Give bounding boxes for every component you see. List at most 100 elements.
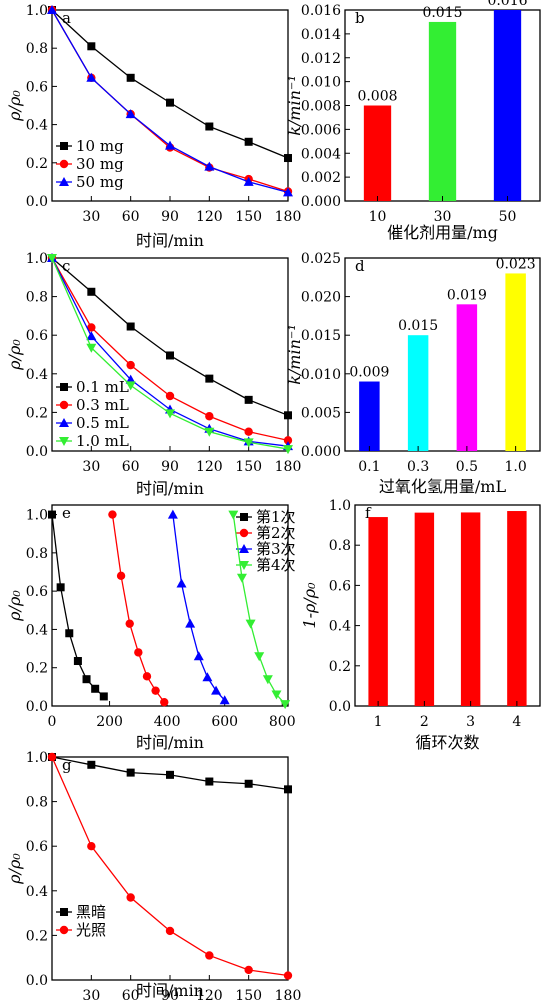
- data-point: [176, 578, 187, 588]
- data-point: [205, 374, 214, 383]
- x-tick-label: 2: [420, 714, 429, 730]
- data-point: [211, 685, 222, 695]
- x-tick-label: 120: [196, 459, 223, 475]
- bar-3: [460, 512, 481, 706]
- data-point: [283, 436, 293, 445]
- data-point: [205, 122, 214, 131]
- y-tick-label: 0.8: [26, 546, 48, 562]
- y-tick-label: 0.2: [26, 405, 48, 421]
- data-point: [245, 619, 256, 629]
- legend-label: 第3次: [256, 540, 296, 558]
- legend-label: 第2次: [256, 524, 296, 542]
- panel-c: 0.0 0.2 0.4 0.6 0.8 1.0 c ρ/ρ₀ 时间/min 30 60 90 120 15…: [5, 251, 301, 498]
- bar-value-label: 0.008: [357, 89, 397, 105]
- x-tick-label: 30: [82, 988, 100, 1000]
- data-point: [166, 351, 174, 360]
- y-axis-label: ρ/ρ₀: [5, 853, 24, 885]
- legend-label: 30 mg: [76, 155, 124, 173]
- x-tick-label: 90: [161, 459, 179, 475]
- legend-marker: [59, 177, 69, 186]
- panel-a: 0.0 0.2 0.4 0.6 0.8 1.0 a ρ/ρ₀ 时间/min 30 60 90 120 15…: [5, 3, 301, 250]
- y-tick-label: 0.4: [26, 622, 48, 638]
- bar-value-label: 0.019: [447, 287, 487, 303]
- legend-label: 50 mg: [76, 173, 124, 191]
- legend-label: 第1次: [256, 508, 296, 526]
- legend-marker: [59, 925, 69, 935]
- x-axis-label: 时间/min: [136, 981, 204, 1000]
- y-tick-label: 0.4: [329, 619, 351, 635]
- panel-label: c: [62, 257, 70, 275]
- bar-1.0: [505, 273, 526, 451]
- x-tick-label: 200: [96, 714, 123, 730]
- data-point: [283, 187, 293, 197]
- data-point: [125, 619, 134, 628]
- y-tick-label: 0.8: [26, 41, 48, 57]
- bar-value-label: 0.015: [398, 318, 438, 334]
- data-point: [165, 140, 175, 150]
- y-tick-label: 0.0: [329, 699, 351, 715]
- bar-50: [493, 10, 522, 201]
- y-tick-label: 0.6: [329, 578, 351, 594]
- data-point: [205, 777, 214, 786]
- data-point: [228, 510, 239, 520]
- y-tick-label: 0.8: [329, 538, 351, 554]
- x-tick-label: 150: [235, 209, 262, 225]
- bar-value-label: 0.009: [349, 365, 389, 381]
- x-axis-label: 时间/min: [136, 733, 204, 752]
- data-point: [283, 971, 293, 980]
- panel-label: e: [62, 504, 71, 522]
- legend-label: 1.0 mL: [76, 432, 129, 450]
- y-axis-label: 1-ρ/ρ₀: [300, 582, 319, 629]
- y-tick-label: 0.000: [301, 194, 341, 210]
- data-point: [47, 5, 57, 14]
- data-point: [65, 629, 74, 638]
- y-tick-label: 0.2: [26, 156, 48, 172]
- legend-label: 黑暗: [76, 903, 106, 921]
- data-point: [56, 583, 65, 592]
- series-line-1: [51, 9, 289, 159]
- plot-frame: [51, 504, 289, 707]
- x-tick-label: 0: [48, 714, 57, 730]
- x-tick-label: 400: [154, 714, 181, 730]
- legend-marker: [60, 142, 68, 150]
- y-tick-label: 1.0: [26, 251, 48, 267]
- y-tick-label: 0.2: [26, 661, 48, 677]
- y-tick-label: 0.0: [26, 699, 48, 715]
- x-tick-label: 0.1: [358, 459, 380, 475]
- data-point: [125, 381, 136, 391]
- data-point: [204, 427, 215, 437]
- x-axis-label: 过氧化氢用量/mL: [379, 477, 507, 496]
- data-point: [205, 412, 214, 421]
- data-point: [125, 374, 136, 384]
- data-point: [284, 785, 292, 794]
- legend-marker: [60, 383, 68, 391]
- x-tick-label: 180: [275, 209, 302, 225]
- series-line-1: [51, 514, 105, 697]
- data-point: [284, 154, 292, 163]
- data-point: [254, 652, 265, 662]
- x-axis-label: 时间/min: [136, 479, 204, 498]
- data-point: [185, 618, 196, 628]
- legend-marker: [59, 437, 69, 446]
- y-tick-label: 0.004: [301, 146, 341, 162]
- data-point: [271, 690, 282, 700]
- bar-0.1: [359, 381, 380, 451]
- y-axis-label: ρ/ρ₀: [5, 339, 24, 371]
- x-tick-label: 1.0: [504, 459, 526, 475]
- legend-marker: [239, 544, 249, 553]
- y-tick-label: 0.0: [26, 973, 48, 989]
- data-point: [166, 98, 174, 107]
- data-point: [280, 700, 291, 710]
- x-tick-label: 4: [512, 714, 521, 730]
- data-point: [134, 648, 143, 657]
- series-line-2: [111, 514, 165, 703]
- y-tick-label: 0.006: [301, 122, 341, 138]
- legend-marker: [239, 528, 249, 538]
- legend-marker: [59, 400, 69, 410]
- y-tick-label: 0.016: [301, 3, 341, 19]
- y-tick-label: 0.010: [301, 75, 341, 91]
- panel-label: a: [62, 9, 71, 27]
- bar-value-label: 0.015: [422, 5, 462, 21]
- plot-frame: [354, 504, 541, 707]
